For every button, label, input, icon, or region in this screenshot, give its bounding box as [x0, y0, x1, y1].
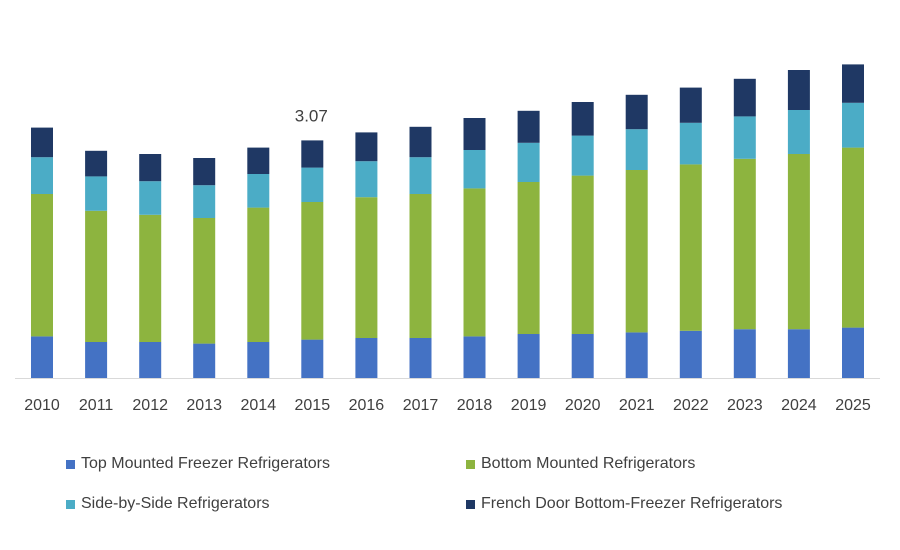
x-tick-label-2010: 2010 [24, 397, 60, 414]
bar-segment-2012-s2 [139, 181, 162, 215]
bar-segment-2019-s1 [517, 182, 540, 334]
bars-group [31, 64, 864, 378]
annotations: 3.07 [295, 106, 328, 125]
bar-segment-2010-s1 [31, 194, 53, 337]
bar-segment-2014-s1 [247, 207, 270, 342]
bar-segment-2010-s2 [31, 157, 53, 194]
x-tick-label-2022: 2022 [673, 397, 709, 414]
bar-segment-2023-s3 [733, 78, 756, 117]
x-tick-label-2012: 2012 [132, 397, 168, 414]
bar-segment-2016-s3 [355, 132, 378, 162]
x-tick-label-2020: 2020 [565, 397, 601, 414]
bar-segment-2018-s2 [463, 150, 486, 189]
bar-segment-2011-s3 [85, 150, 108, 177]
bar-segment-2021-s0 [625, 332, 648, 378]
bar-segment-2014-s2 [247, 174, 270, 208]
bar-segment-2011-s2 [85, 176, 108, 211]
bar-segment-2022-s3 [679, 87, 702, 123]
bar-segment-2016-s2 [355, 161, 378, 198]
bar-segment-2013-s1 [193, 218, 216, 344]
bar-segment-2019-s0 [517, 334, 540, 378]
x-tick-label-2015: 2015 [295, 397, 331, 414]
bar-segment-2023-s2 [733, 116, 756, 159]
bar-segment-2015-s2 [301, 167, 324, 202]
bar-segment-2024-s3 [787, 70, 810, 110]
x-tick-label-2019: 2019 [511, 397, 547, 414]
bar-segment-2015-s0 [301, 339, 324, 378]
bar-segment-2023-s0 [733, 329, 756, 378]
bar-segment-2024-s1 [787, 154, 810, 330]
bar-segment-2011-s0 [85, 342, 108, 378]
x-tick-label-2023: 2023 [727, 397, 763, 414]
bar-segment-2021-s3 [625, 94, 648, 130]
bar-segment-2014-s3 [247, 147, 270, 174]
bar-segment-2024-s0 [787, 329, 810, 378]
bar-segment-2023-s1 [733, 158, 756, 330]
x-tick-label-2018: 2018 [457, 397, 493, 414]
bar-segment-2016-s0 [355, 338, 378, 378]
x-tick-label-2025: 2025 [835, 397, 871, 414]
bar-segment-2013-s2 [193, 185, 216, 218]
bar-segment-2017-s3 [409, 126, 432, 158]
bar-segment-2020-s2 [571, 135, 594, 176]
bar-segment-2014-s0 [247, 342, 270, 378]
bar-segment-2012-s3 [139, 154, 162, 182]
bar-segment-2025-s2 [842, 102, 864, 148]
bar-segment-2022-s2 [679, 122, 702, 165]
data-label-2015: 3.07 [295, 106, 328, 125]
bar-segment-2021-s1 [625, 170, 648, 333]
bar-segment-2025-s3 [842, 64, 864, 103]
bar-segment-2017-s2 [409, 157, 432, 194]
x-tick-label-2021: 2021 [619, 397, 655, 414]
bar-segment-2018-s1 [463, 188, 486, 337]
bar-segment-2011-s1 [85, 210, 108, 342]
bar-segment-2019-s2 [517, 142, 540, 182]
bar-segment-2016-s1 [355, 197, 378, 338]
bar-segment-2017-s0 [409, 338, 432, 378]
bar-segment-2012-s0 [139, 342, 162, 378]
bar-segment-2018-s3 [463, 118, 486, 150]
bar-segment-2020-s3 [571, 102, 594, 136]
bar-segment-2024-s2 [787, 110, 810, 154]
x-tick-label-2016: 2016 [349, 397, 385, 414]
bar-segment-2025-s0 [842, 327, 864, 378]
bar-segment-2021-s2 [625, 129, 648, 170]
bar-segment-2018-s0 [463, 336, 486, 378]
bar-segment-2013-s3 [193, 158, 216, 186]
bar-segment-2025-s1 [842, 147, 864, 328]
x-tick-label-2013: 2013 [186, 397, 222, 414]
bar-segment-2010-s0 [31, 336, 53, 378]
x-tick-label-2014: 2014 [241, 397, 277, 414]
bar-segment-2010-s3 [31, 127, 53, 158]
bar-segment-2012-s1 [139, 214, 162, 342]
bar-segment-2020-s1 [571, 175, 594, 334]
x-tick-label-2011: 2011 [79, 397, 114, 414]
bar-segment-2017-s1 [409, 194, 432, 338]
x-tick-label-2024: 2024 [781, 397, 817, 414]
bar-segment-2022-s0 [679, 330, 702, 378]
bar-segment-2022-s1 [679, 164, 702, 331]
x-tick-labels: 2010 2011 2012 2013 2014 2015 2016 2017 2018 2019… [24, 397, 871, 414]
bar-segment-2020-s0 [571, 334, 594, 378]
bar-segment-2015-s1 [301, 202, 324, 340]
x-tick-label-2017: 2017 [403, 397, 439, 414]
bar-segment-2015-s3 [301, 140, 324, 168]
bar-segment-2013-s0 [193, 343, 216, 378]
bar-segment-2019-s3 [517, 110, 540, 143]
